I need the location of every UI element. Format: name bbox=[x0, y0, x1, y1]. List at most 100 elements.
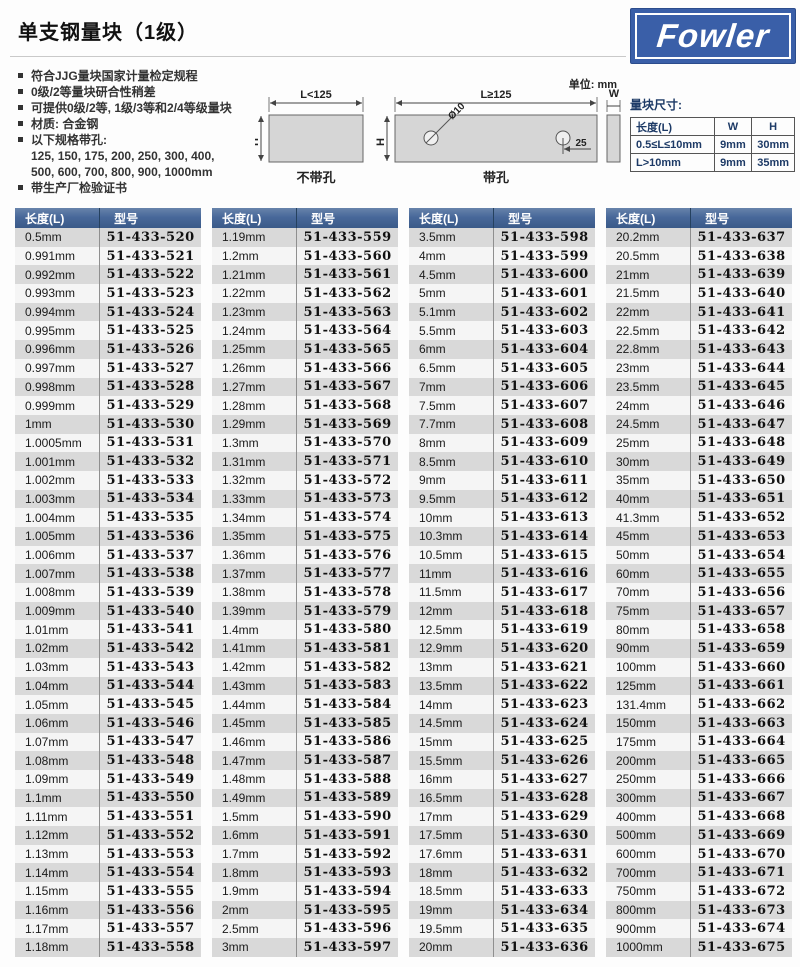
table-row: 1000mm 51-433-675 bbox=[606, 938, 792, 957]
model-cell: 51-433-634 bbox=[493, 900, 595, 920]
table-row: 21.5mm 51-433-640 bbox=[606, 284, 792, 303]
table-row: 1.008mm 51-433-539 bbox=[15, 583, 201, 602]
model-cell: 51-433-552 bbox=[99, 826, 201, 845]
table-header-row: 长度(L) 型号 bbox=[212, 208, 398, 228]
table-row: 1.42mm 51-433-582 bbox=[212, 657, 398, 677]
product-table-3: 长度(L) 型号 3.5mm 51-433-598 4mm 51-433-599 4.5… bbox=[409, 208, 595, 957]
model-cell: 51-433-619 bbox=[493, 620, 595, 640]
length-cell: 1.07mm bbox=[15, 732, 100, 752]
table-row: 25mm 51-433-648 bbox=[606, 433, 792, 453]
model-cell: 51-433-644 bbox=[690, 358, 792, 378]
table-row: 900mm 51-433-674 bbox=[606, 919, 792, 939]
length-cell: 1.33mm bbox=[212, 489, 297, 509]
table-row: 1.22mm 51-433-562 bbox=[212, 284, 398, 303]
length-cell: 6.5mm bbox=[409, 358, 494, 378]
table-row: 6.5mm 51-433-605 bbox=[409, 358, 595, 378]
table-row: 1.05mm 51-433-545 bbox=[15, 695, 201, 714]
model-cell: 51-433-664 bbox=[690, 732, 792, 752]
table-row: 18.5mm 51-433-633 bbox=[409, 882, 595, 901]
table-row: 500mm 51-433-669 bbox=[606, 826, 792, 845]
model-cell: 51-433-655 bbox=[690, 564, 792, 584]
length-cell: 100mm bbox=[606, 657, 691, 677]
table-row: 22.8mm 51-433-643 bbox=[606, 340, 792, 359]
table-row: 8.5mm 51-433-610 bbox=[409, 452, 595, 471]
table-row: 1.36mm 51-433-576 bbox=[212, 545, 398, 565]
length-cell: 20.5mm bbox=[606, 246, 691, 266]
length-cell: 0.991mm bbox=[15, 246, 100, 266]
table-row: 1.1mm 51-433-550 bbox=[15, 788, 201, 808]
table-row: 1.002mm 51-433-533 bbox=[15, 470, 201, 490]
table-row: 1.47mm 51-433-587 bbox=[212, 751, 398, 770]
table-row: 1.48mm 51-433-588 bbox=[212, 769, 398, 789]
length-cell: 41.3mm bbox=[606, 508, 691, 527]
length-cell: 1.12mm bbox=[15, 826, 100, 845]
column-header-length: 长度(L) bbox=[606, 208, 691, 228]
table-row: 750mm 51-433-672 bbox=[606, 882, 792, 901]
model-cell: 51-433-648 bbox=[690, 433, 792, 453]
length-cell: 2mm bbox=[212, 900, 297, 920]
table-row: 800mm 51-433-673 bbox=[606, 900, 792, 920]
length-cell: 1.009mm bbox=[15, 601, 100, 621]
length-cell: 6mm bbox=[409, 340, 494, 359]
length-cell: 1.01mm bbox=[15, 620, 100, 640]
model-cell: 51-433-637 bbox=[690, 228, 792, 247]
model-cell: 51-433-632 bbox=[493, 863, 595, 883]
table-row: 700mm 51-433-671 bbox=[606, 863, 792, 883]
length-cell: 11.5mm bbox=[409, 583, 494, 602]
column-header-model: 型号 bbox=[99, 208, 201, 228]
table-row: 1.38mm 51-433-578 bbox=[212, 583, 398, 602]
table-row: 1.46mm 51-433-586 bbox=[212, 732, 398, 752]
table-row: 2.5mm 51-433-596 bbox=[212, 919, 398, 939]
model-cell: 51-433-528 bbox=[99, 377, 201, 397]
length-cell: 1.001mm bbox=[15, 452, 100, 471]
length-cell: 1.02mm bbox=[15, 639, 100, 658]
model-cell: 51-433-629 bbox=[493, 807, 595, 826]
length-cell: 1.002mm bbox=[15, 470, 100, 490]
model-cell: 51-433-639 bbox=[690, 265, 792, 285]
model-cell: 51-433-604 bbox=[493, 340, 595, 359]
length-cell: 600mm bbox=[606, 844, 691, 864]
model-cell: 51-433-623 bbox=[493, 695, 595, 714]
length-cell: 17mm bbox=[409, 807, 494, 826]
table-row: 17.5mm 51-433-630 bbox=[409, 826, 595, 845]
table-row: 1.02mm 51-433-542 bbox=[15, 639, 201, 658]
table-row: 45mm 51-433-653 bbox=[606, 527, 792, 546]
model-cell: 51-433-615 bbox=[493, 545, 595, 565]
length-cell: 1.04mm bbox=[15, 676, 100, 696]
model-cell: 51-433-540 bbox=[99, 601, 201, 621]
model-cell: 51-433-527 bbox=[99, 358, 201, 378]
model-cell: 51-433-597 bbox=[296, 938, 398, 957]
length-cell: 131.4mm bbox=[606, 695, 691, 714]
length-cell: 0.997mm bbox=[15, 358, 100, 378]
model-cell: 51-433-536 bbox=[99, 527, 201, 546]
product-table-2: 长度(L) 型号 1.19mm 51-433-559 1.2mm 51-433-560… bbox=[212, 208, 398, 957]
dim-height-a: H bbox=[255, 138, 261, 146]
model-cell: 51-433-573 bbox=[296, 489, 398, 509]
model-cell: 51-433-538 bbox=[99, 564, 201, 584]
model-cell: 51-433-575 bbox=[296, 527, 398, 546]
dims-header-length: 长度(L) bbox=[630, 117, 715, 136]
table-row: 10.3mm 51-433-614 bbox=[409, 527, 595, 546]
length-cell: 150mm bbox=[606, 713, 691, 733]
length-cell: 23.5mm bbox=[606, 377, 691, 397]
length-cell: 1.19mm bbox=[212, 228, 297, 247]
length-cell: 1.17mm bbox=[15, 919, 100, 939]
length-cell: 16mm bbox=[409, 769, 494, 789]
model-cell: 51-433-594 bbox=[296, 882, 398, 901]
feature-item: 材质: 合金钢 bbox=[18, 116, 288, 132]
table-row: 4.5mm 51-433-600 bbox=[409, 265, 595, 285]
length-cell: 8mm bbox=[409, 433, 494, 453]
length-cell: 0.5mm bbox=[15, 228, 100, 247]
model-cell: 51-433-642 bbox=[690, 321, 792, 341]
table-row: 200mm 51-433-665 bbox=[606, 751, 792, 770]
table-row: 4mm 51-433-599 bbox=[409, 246, 595, 266]
length-cell: 3.5mm bbox=[409, 228, 494, 247]
table-row: 1.49mm 51-433-589 bbox=[212, 788, 398, 808]
length-cell: 4.5mm bbox=[409, 265, 494, 285]
length-cell: 1.08mm bbox=[15, 751, 100, 770]
model-cell: 51-433-613 bbox=[493, 508, 595, 527]
fowler-logo-text: Fowler bbox=[654, 17, 772, 54]
table-row: 400mm 51-433-668 bbox=[606, 807, 792, 826]
model-cell: 51-433-645 bbox=[690, 377, 792, 397]
table-row: 1.31mm 51-433-571 bbox=[212, 452, 398, 471]
